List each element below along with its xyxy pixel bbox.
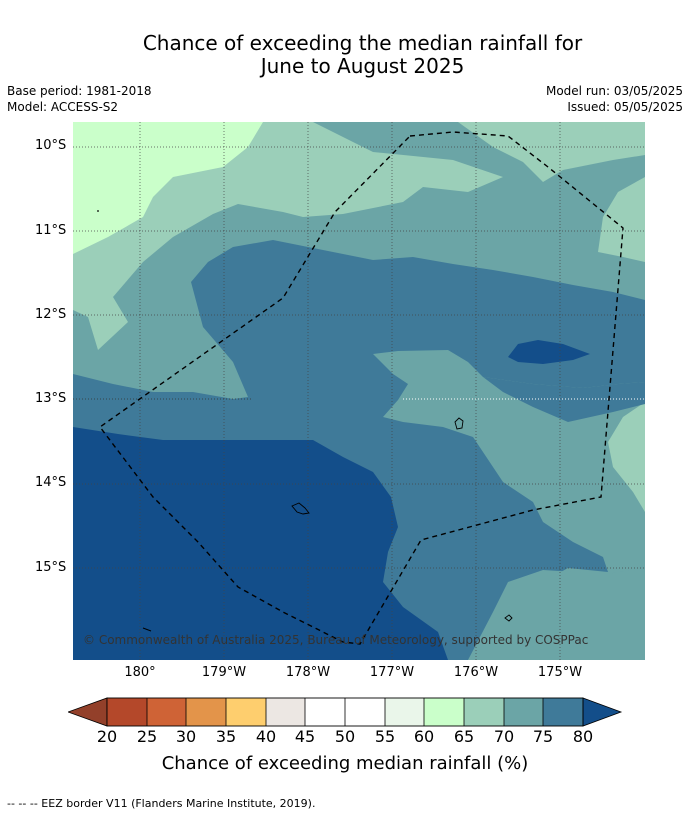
- colorbar-tick-80: 80: [572, 727, 594, 746]
- base-period: Base period: 1981-2018: [7, 84, 152, 98]
- lat-label-12s: 12°S: [35, 307, 67, 322]
- island-south-outline: [504, 614, 513, 622]
- colorbar-55-60: [385, 698, 424, 726]
- colorbar-tick-55: 55: [374, 727, 396, 746]
- colorbar-tick-40: 40: [255, 727, 277, 746]
- lon-label-175w: 175°W: [537, 665, 583, 680]
- issued-date: Issued: 05/05/2025: [567, 100, 683, 114]
- colorbar-tick-50: 50: [334, 727, 356, 746]
- colorbar-tick-60: 60: [413, 727, 435, 746]
- colorbar-tick-45: 45: [294, 727, 316, 746]
- lon-label-180: 180°: [124, 665, 156, 680]
- colorbar: [68, 697, 623, 727]
- eez-legend-note: -- -- -- EEZ border V11 (Flanders Marine…: [7, 797, 316, 810]
- colorbar-label: Chance of exceeding median rainfall (%): [161, 753, 529, 774]
- rainfall-probability-map: [73, 122, 645, 660]
- lon-label-177w: 177°W: [369, 665, 415, 680]
- colorbar-dividers: [146, 698, 544, 726]
- eez-border: [99, 131, 624, 645]
- region-above-80-blob: [508, 340, 590, 364]
- island-southwest-outline: [142, 627, 152, 632]
- region-above-80-southwest: [73, 427, 448, 660]
- map-title-line-1: Chance of exceeding the median rainfall …: [142, 31, 583, 55]
- lat-label-10s: 10°S: [35, 138, 67, 153]
- region-65-70-east-upper: [598, 177, 645, 262]
- model-name: Model: ACCESS-S2: [7, 100, 119, 114]
- lat-label-11s: 11°S: [35, 223, 67, 238]
- lat-label-13s: 13°S: [35, 391, 67, 406]
- colorbar-30-35: [186, 698, 226, 726]
- colorbar-frame: [106, 697, 584, 727]
- colorbar-below-20: [68, 697, 108, 727]
- colorbar-tick-75: 75: [532, 727, 554, 746]
- colorbar-above-80: [582, 697, 623, 727]
- colorbar-20-25: [107, 698, 147, 726]
- map-svg: [73, 122, 645, 660]
- graticule: [73, 122, 645, 660]
- colorbar-50-55: [345, 698, 385, 726]
- region-65-70-west: [73, 122, 503, 350]
- colorbar-25-30: [147, 698, 186, 726]
- colorbar-45-50: [305, 698, 345, 726]
- lat-label-14s: 14°S: [35, 475, 67, 490]
- colorbar-40-45: [266, 698, 305, 726]
- colorbar-tick-20: 20: [96, 727, 118, 746]
- map-title-line-2: June to August 2025: [260, 54, 465, 78]
- island-west-outline: [291, 502, 310, 515]
- colorbar-tick-70: 70: [493, 727, 515, 746]
- lat-label-15s: 15°S: [35, 560, 67, 575]
- colorbar-75-80: [543, 698, 583, 726]
- region-65-70-northeast: [458, 122, 645, 182]
- colorbar-60-65: [424, 698, 464, 726]
- island-center-outline: [454, 417, 464, 430]
- colorbar-65-70: [464, 698, 504, 726]
- islet-northwest: [97, 210, 99, 212]
- region-65-70-east-lower: [608, 402, 645, 512]
- region-70-75-south: [468, 567, 645, 660]
- colorbar-tick-30: 30: [175, 727, 197, 746]
- colorbar-tick-25: 25: [136, 727, 158, 746]
- lon-label-176w: 176°W: [453, 665, 499, 680]
- region-60-65-northwest: [73, 122, 263, 254]
- region-75-80-east: [483, 377, 645, 422]
- colorbar-70-75: [504, 698, 543, 726]
- colorbar-tick-65: 65: [453, 727, 475, 746]
- colorbar-tick-35: 35: [215, 727, 237, 746]
- colorbar-35-40: [226, 698, 266, 726]
- model-run: Model run: 03/05/2025: [545, 84, 683, 98]
- lon-label-179w: 179°W: [201, 665, 247, 680]
- copyright-note: © Commonwealth of Australia 2025, Bureau…: [83, 633, 589, 647]
- lon-label-178w: 178°W: [285, 665, 331, 680]
